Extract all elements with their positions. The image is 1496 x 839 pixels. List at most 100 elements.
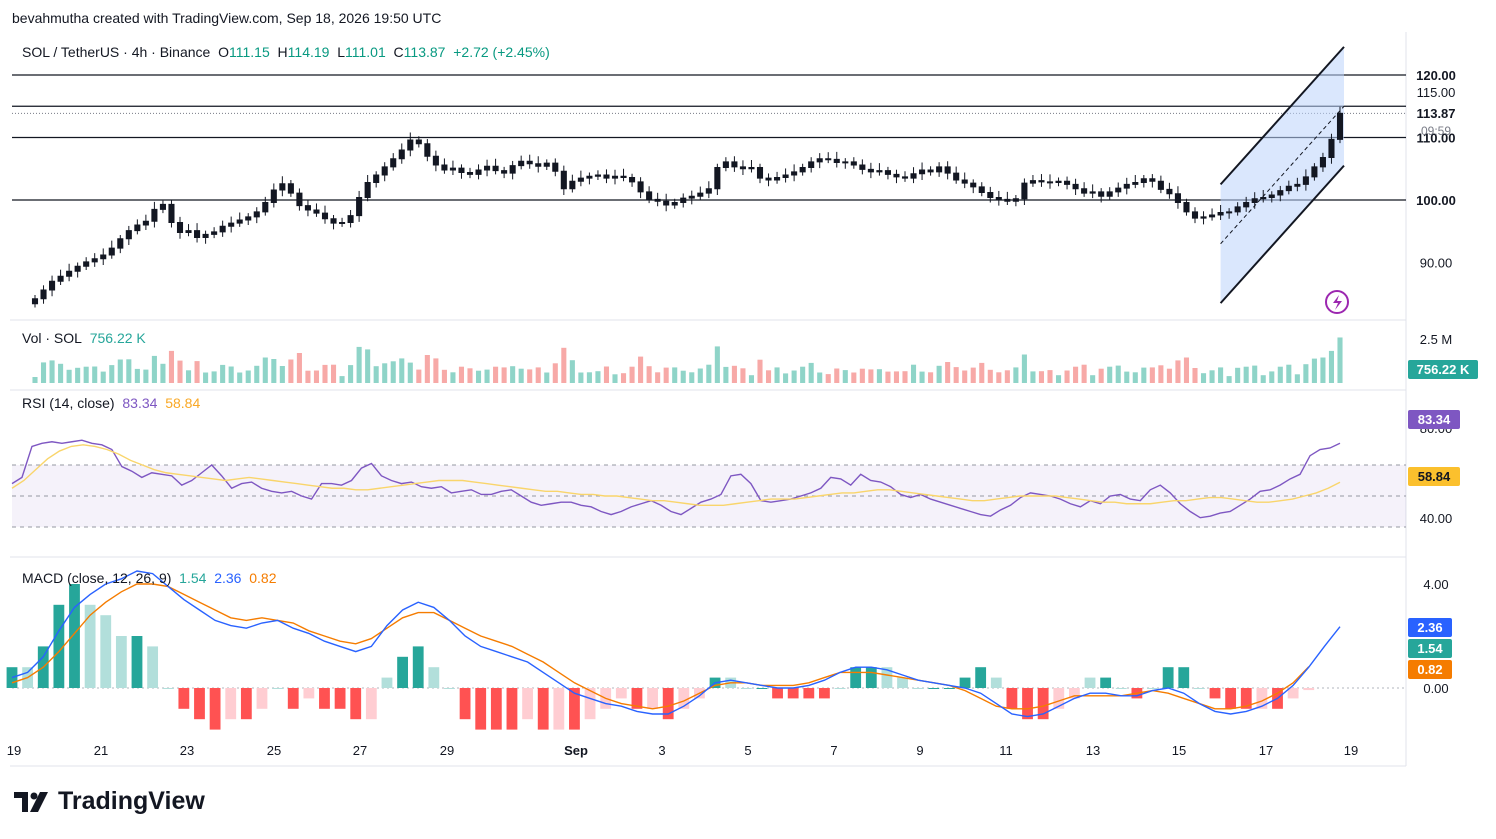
- volume-bar: [765, 370, 772, 383]
- candle-up: [842, 161, 849, 164]
- volume-bar: [220, 364, 226, 383]
- candle-up: [680, 197, 687, 203]
- candle-up: [1243, 202, 1250, 208]
- macd-histogram-bar: [350, 688, 362, 720]
- volume-bar: [1235, 367, 1241, 383]
- volume-bar: [1175, 360, 1181, 383]
- candle-up: [1123, 183, 1130, 189]
- macd-histogram-bar: [1193, 688, 1205, 689]
- volume-bar: [75, 367, 81, 383]
- macd-histogram-bar: [959, 677, 971, 688]
- candle-down: [663, 200, 670, 206]
- volume-bar: [646, 366, 652, 383]
- candle-down: [194, 230, 201, 238]
- candle-down: [944, 166, 951, 174]
- candle-up: [57, 275, 64, 282]
- volume-bar: [800, 366, 806, 383]
- volume-bar: [1055, 375, 1062, 383]
- volume-bar: [748, 375, 755, 383]
- candle-down: [432, 155, 439, 166]
- candle-up: [270, 189, 277, 203]
- volume-bar: [254, 365, 260, 383]
- candle-down: [296, 192, 303, 207]
- volume-bar: [527, 369, 533, 383]
- candle-up: [1021, 182, 1028, 200]
- rsi-ma-value: 58.84: [165, 395, 201, 411]
- macd-histogram-bar: [1256, 688, 1268, 709]
- macd-histogram-bar: [1068, 688, 1080, 699]
- alert-icon: [1325, 290, 1349, 314]
- volume-bar: [339, 376, 345, 383]
- volume-bar: [237, 372, 243, 383]
- candle-up: [791, 171, 798, 176]
- candle-down: [1183, 202, 1190, 213]
- volume-bar: [1294, 374, 1300, 383]
- candle-up: [449, 167, 456, 171]
- volume-bar: [1038, 371, 1045, 383]
- volume-bar: [518, 368, 524, 383]
- candle-up: [91, 258, 98, 263]
- candle-up: [356, 197, 363, 217]
- candle-up: [1234, 206, 1241, 213]
- macd-line: [11, 570, 1341, 718]
- price-level-badge-bg: [1408, 66, 1466, 84]
- candle-down: [850, 161, 857, 166]
- volume-bar: [663, 367, 669, 383]
- volume-bar: [1149, 367, 1155, 383]
- volume-bar: [586, 372, 592, 383]
- candle-up: [722, 161, 729, 168]
- time-axis-tick: Sep: [564, 743, 588, 758]
- tradingview-logo[interactable]: TradingView: [14, 787, 205, 816]
- volume-bar: [83, 366, 89, 383]
- macd-histogram-bar: [975, 667, 987, 688]
- volume-bar: [407, 362, 413, 383]
- volume-bar: [1132, 372, 1138, 383]
- rsi-legend: RSI (14, close) 83.34 58.84: [22, 395, 201, 411]
- volume-bar: [1030, 371, 1036, 383]
- candle-up: [66, 270, 73, 277]
- volume-bar: [945, 362, 951, 383]
- candle-up: [1106, 191, 1113, 197]
- symbol-legend: SOL / TetherUS · 4h · Binance O111.15 H1…: [22, 44, 550, 60]
- macd-histogram-bar: [537, 688, 549, 730]
- volume-bar: [714, 346, 720, 383]
- volume-bar: [979, 362, 985, 383]
- macd-histogram-bar: [1287, 688, 1299, 699]
- volume-bar: [203, 372, 209, 383]
- candle-up: [774, 177, 781, 181]
- volume-bar: [953, 367, 959, 383]
- candle-up: [100, 254, 107, 260]
- candle-up: [1319, 157, 1326, 168]
- volume-bar: [859, 368, 865, 383]
- volume-bar: [467, 368, 473, 383]
- candle-up: [577, 177, 584, 182]
- symbol-pair[interactable]: SOL / TetherUS · 4h · Binance: [22, 44, 211, 60]
- candle-up: [799, 167, 806, 173]
- volume-value: 756.22 K: [89, 330, 146, 346]
- rsi-ma-badge-bg: [1408, 467, 1460, 486]
- macd-histogram-bar: [569, 688, 580, 730]
- macd-line-value: 2.36: [214, 570, 242, 586]
- candle-up: [1209, 214, 1216, 218]
- candle-up: [714, 167, 721, 190]
- macd-histogram-bar: [506, 688, 518, 730]
- candle-down: [1046, 181, 1054, 184]
- change-value: +2.72 (+2.45%): [453, 44, 550, 60]
- macd-hist-badge-bg: [1408, 639, 1452, 658]
- candle-up: [1268, 194, 1275, 198]
- candle-up: [1217, 212, 1224, 216]
- volume-bar: [1183, 357, 1190, 383]
- candle-up: [816, 158, 823, 163]
- volume-bar: [245, 370, 251, 383]
- macd-histogram-bar: [303, 688, 315, 699]
- candle-up: [1115, 187, 1122, 193]
- candle-up: [1311, 166, 1318, 178]
- candle-down: [646, 191, 653, 200]
- macd-histogram-bar: [1022, 688, 1033, 720]
- macd-histogram-bar: [772, 688, 783, 699]
- volume-badge-bg: [1408, 360, 1478, 379]
- macd-histogram-bar: [444, 688, 455, 689]
- time-axis-tick: 25: [267, 743, 281, 758]
- candle-down: [526, 160, 533, 165]
